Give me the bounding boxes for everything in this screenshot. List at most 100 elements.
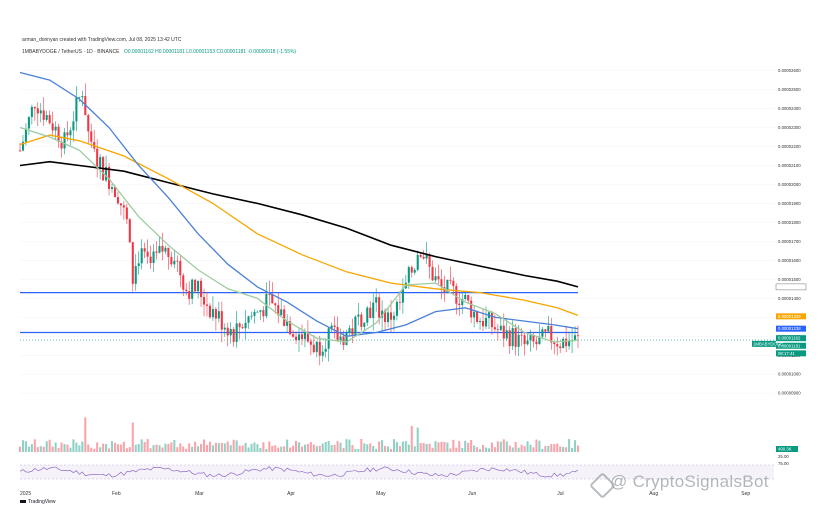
- volume-bar: [487, 448, 490, 452]
- candle-body: [214, 309, 217, 319]
- moving-average-line: [19, 126, 579, 343]
- volume-bar: [170, 442, 173, 452]
- candle-body: [455, 286, 458, 304]
- volume-bar: [152, 445, 155, 452]
- volume-bar: [128, 447, 131, 452]
- candle-body: [72, 121, 75, 131]
- time-tick-label: Jul: [557, 491, 563, 497]
- volume-bar: [378, 441, 381, 452]
- volume-bar: [81, 441, 84, 452]
- volume-bar: [559, 446, 562, 452]
- volume-bar: [232, 439, 235, 452]
- volume-bar: [384, 446, 387, 452]
- volume-bar: [200, 444, 203, 452]
- volume-bar: [271, 445, 274, 452]
- volume-bar: [481, 444, 485, 452]
- volume-bar: [532, 447, 535, 452]
- candle-body: [330, 325, 333, 329]
- volume-bar: [312, 444, 315, 452]
- volume-bar: [550, 444, 553, 452]
- volume-bar: [36, 447, 39, 452]
- volume-bar: [274, 445, 277, 452]
- candle-body: [508, 330, 511, 347]
- candle-body: [339, 336, 342, 340]
- chart-credit: arman_dorinyan created with TradingView.…: [22, 37, 182, 43]
- candle-body: [125, 207, 128, 220]
- volume-bar: [51, 446, 54, 452]
- candle-body: [547, 326, 550, 332]
- candle-body: [440, 279, 443, 288]
- candle-body: [481, 321, 485, 327]
- candle-body: [526, 340, 529, 345]
- volume-bar: [303, 444, 306, 452]
- volume-bar: [60, 442, 63, 452]
- candle-body: [517, 334, 520, 347]
- candle-body: [152, 251, 155, 263]
- candle-body: [134, 266, 137, 284]
- candle-body: [446, 279, 449, 293]
- candle-body: [410, 267, 413, 273]
- volume-bar: [247, 447, 250, 452]
- volume-bar: [45, 441, 48, 452]
- candle-body: [268, 293, 271, 295]
- volume-bar: [286, 439, 289, 452]
- volume-bar: [108, 448, 111, 452]
- candle-body: [24, 128, 27, 142]
- volume-bar: [342, 448, 345, 452]
- candle-body: [229, 329, 232, 336]
- volume-bar: [185, 448, 188, 452]
- volume-bar: [455, 447, 458, 452]
- rsi-pane: [19, 464, 774, 480]
- volume-bar: [220, 442, 223, 452]
- candle-body: [357, 314, 360, 317]
- tradingview-branding[interactable]: TradingView: [20, 499, 56, 505]
- volume-bar: [72, 439, 75, 452]
- volume-bar: [173, 439, 176, 452]
- candle-body: [247, 316, 250, 323]
- volume-bar: [470, 439, 473, 452]
- candle-body: [425, 254, 428, 259]
- volume-bar: [568, 439, 571, 452]
- candle-body: [185, 289, 188, 292]
- candle-body: [389, 312, 393, 320]
- candle-body: [514, 328, 517, 347]
- candle-body: [413, 269, 416, 273]
- candle-body: [51, 123, 54, 131]
- volume-bar: [336, 441, 339, 452]
- volume-bar: [440, 441, 443, 452]
- candle-body: [42, 110, 45, 120]
- symbol-name[interactable]: 1MBABYDOGE / TetherUS · 1D · BINANCE: [22, 49, 120, 55]
- price-tick-label: 0.00001700: [778, 239, 801, 244]
- candle-body: [372, 302, 375, 319]
- volume-bar: [297, 442, 301, 452]
- candle-body: [87, 115, 90, 132]
- candle-body: [375, 297, 378, 303]
- moving-averages: [19, 71, 579, 343]
- candle-body: [553, 342, 556, 345]
- tradingview-label: TradingView: [28, 499, 56, 505]
- volume-bar: [573, 440, 577, 452]
- volume-bar: [520, 444, 523, 452]
- candle-body: [419, 254, 422, 257]
- candle-body: [351, 328, 354, 335]
- time-axis[interactable]: 2025 Feb Mar Apr May Jun Jul Aug Sep: [20, 491, 750, 497]
- volume-bar: [517, 447, 520, 452]
- volume-bar: [309, 442, 312, 452]
- candle-body: [280, 309, 283, 316]
- price-axis[interactable]: 0.00002600 0.00002500 0.00002400 0.00002300…: [776, 68, 801, 466]
- candle-body: [244, 322, 247, 329]
- candle-body: [324, 348, 327, 352]
- candle-body: [312, 344, 315, 353]
- volume-bar: [27, 446, 30, 452]
- candle-body: [363, 322, 366, 327]
- candle-body: [18, 150, 22, 152]
- candle-body: [354, 316, 357, 335]
- candle-body: [271, 294, 274, 304]
- candle-body: [137, 263, 140, 267]
- candle-body: [449, 279, 452, 281]
- candle-body: [300, 334, 304, 340]
- volume-bar: [464, 440, 467, 452]
- volume-bar: [416, 427, 419, 452]
- volume-bar: [404, 441, 407, 452]
